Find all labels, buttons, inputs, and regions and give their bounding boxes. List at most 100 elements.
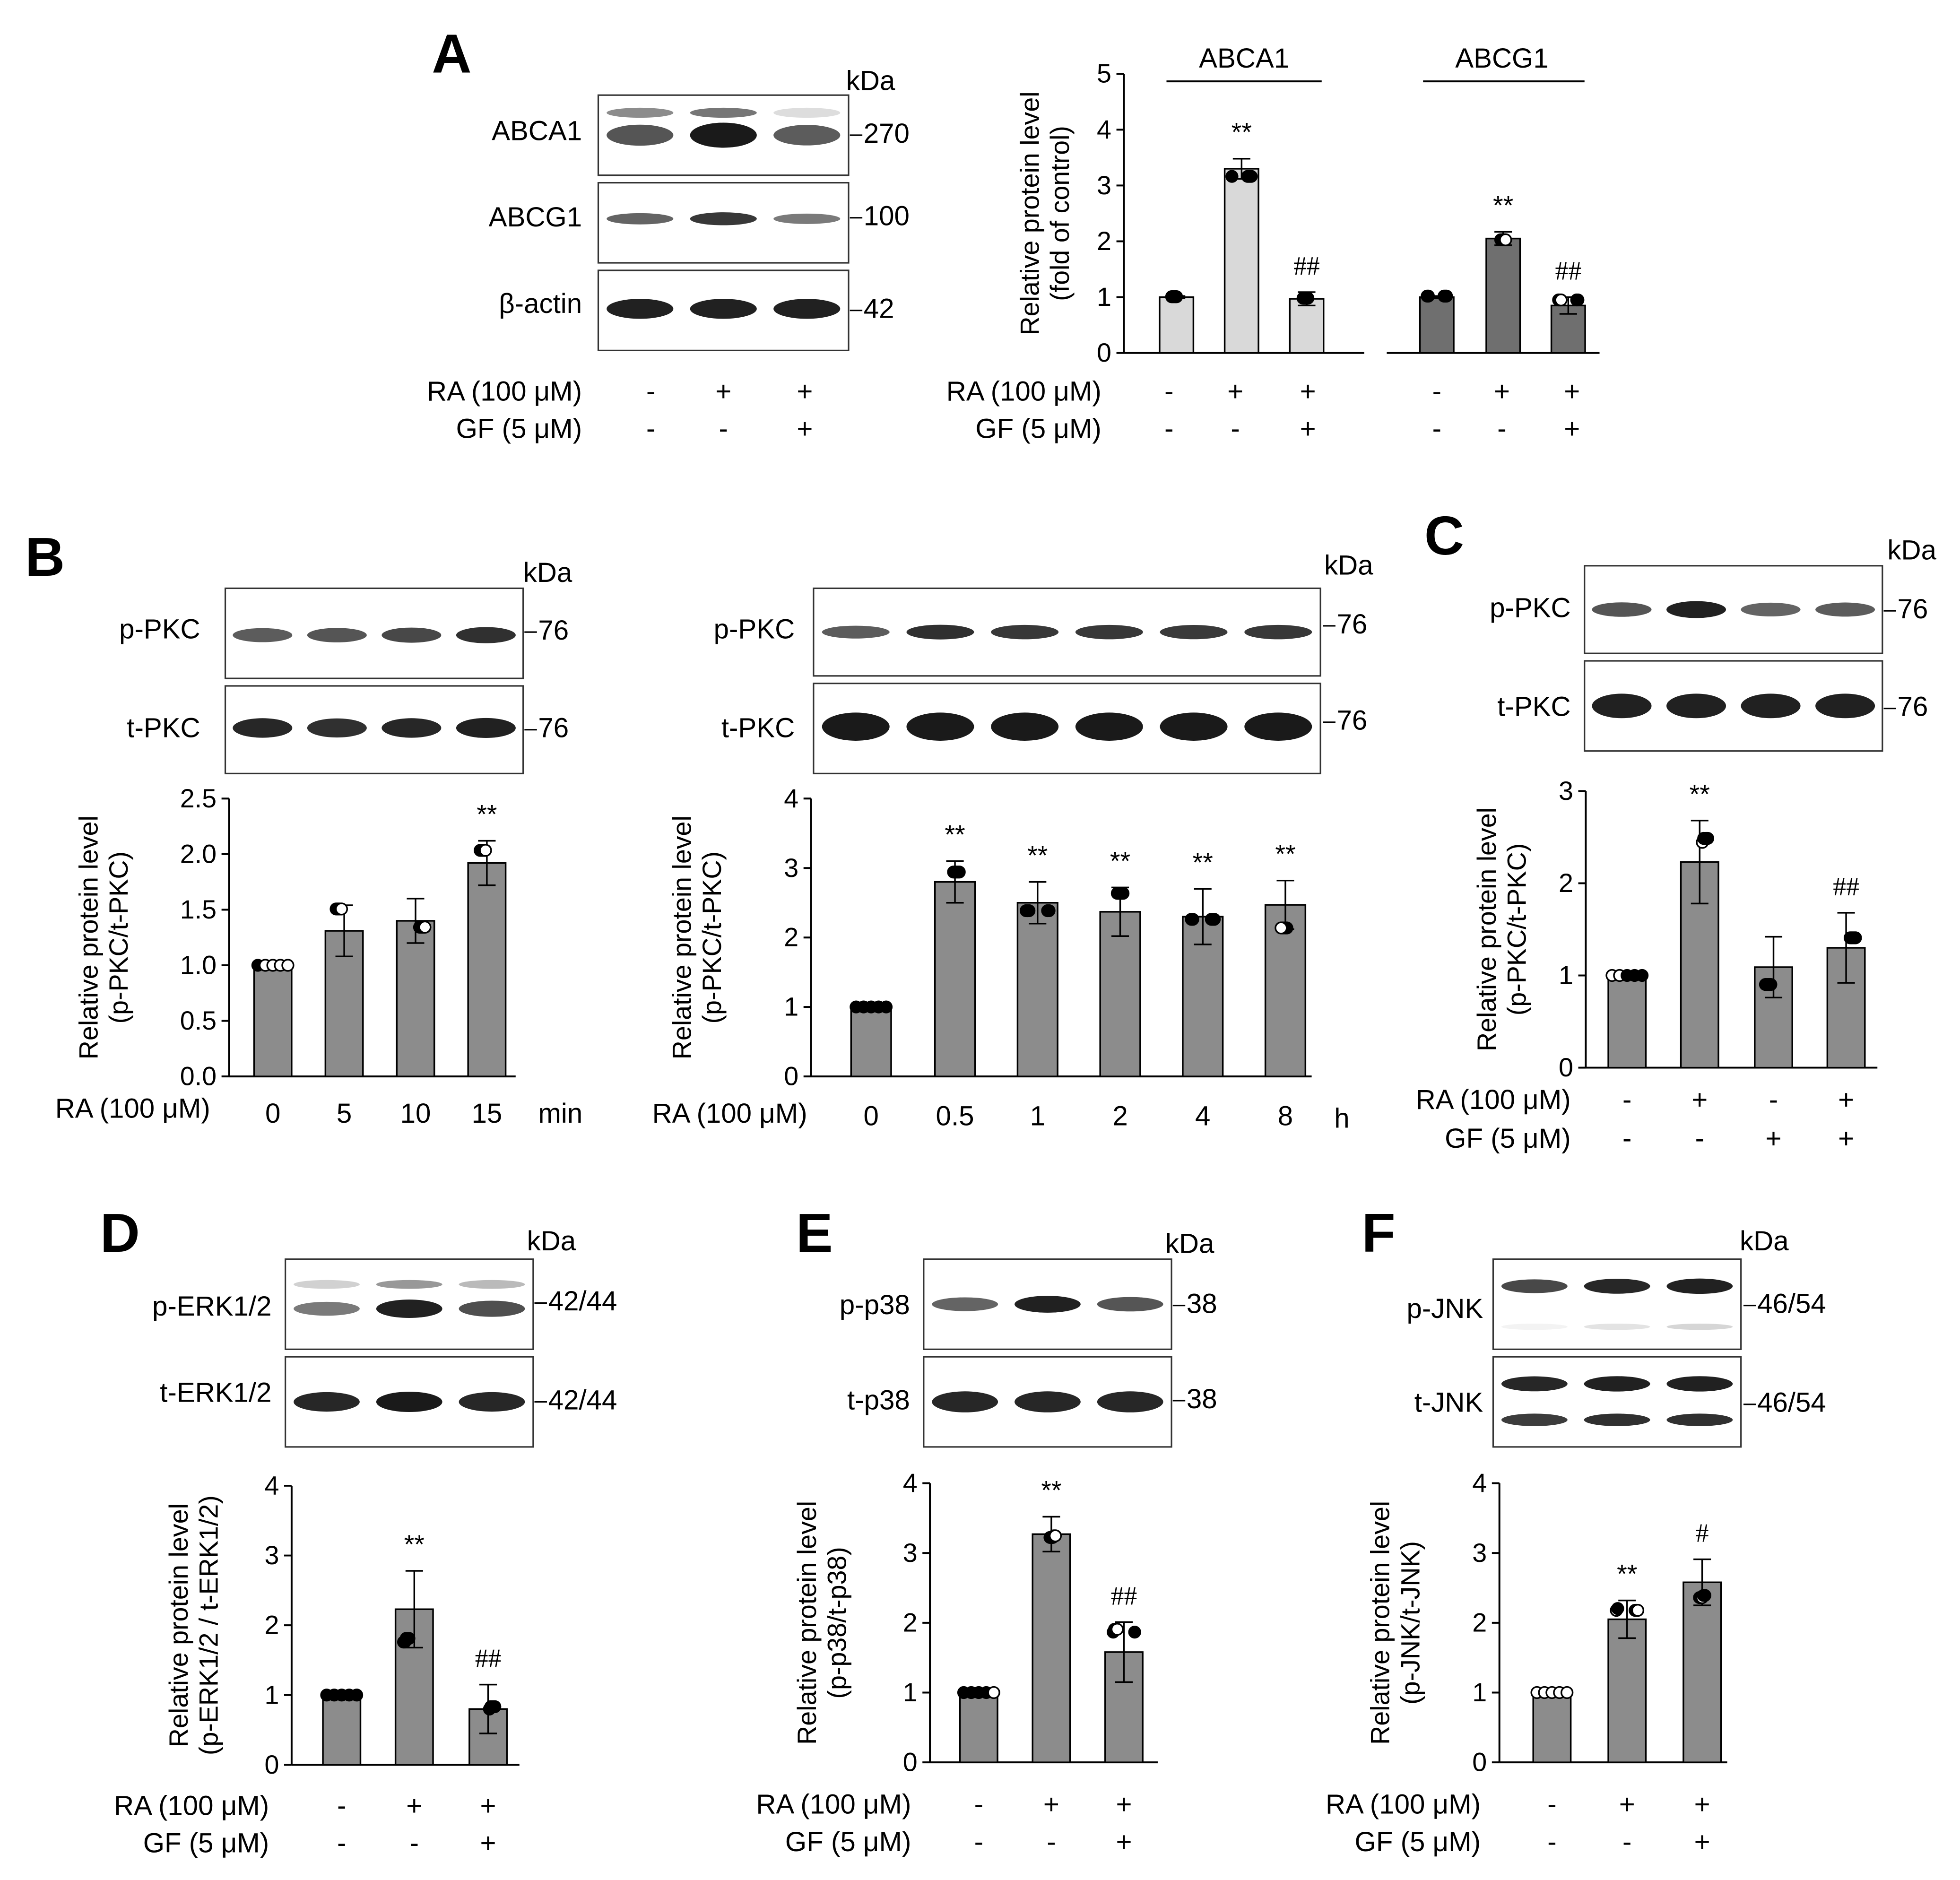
b-right-ppkc-blot bbox=[813, 587, 1321, 677]
y-tick-label: 4 bbox=[264, 1471, 279, 1500]
e-pp38-blot bbox=[923, 1258, 1172, 1350]
gf-sign: + bbox=[1116, 1827, 1132, 1857]
protein-band bbox=[1244, 712, 1312, 741]
ra-sign: + bbox=[1227, 376, 1243, 407]
bar-chart-B-left: 0.0 0.5 1.0 1.5 2.0 2.5 Relative protein level… bbox=[74, 784, 516, 1091]
ra-treatment-label: RA (100 μM) bbox=[1416, 1084, 1571, 1115]
group-label: ABCG1 bbox=[1455, 43, 1548, 74]
ra-sign: + bbox=[480, 1790, 496, 1821]
y-axis-title: Relative protein level bbox=[667, 815, 696, 1059]
ra-sign: + bbox=[1494, 376, 1510, 407]
significance-label: ** bbox=[1493, 191, 1513, 220]
significance-label: ** bbox=[1193, 848, 1213, 877]
bar bbox=[1607, 1618, 1647, 1763]
data-point bbox=[1049, 1529, 1062, 1542]
ra-treatment-label: RA (100 μM) bbox=[946, 376, 1101, 407]
bar bbox=[1419, 296, 1455, 354]
y-axis-title: (p-JNK/t-JNK) bbox=[1396, 1541, 1425, 1705]
x-unit-label: min bbox=[538, 1098, 582, 1129]
gf-sign: - bbox=[1622, 1827, 1631, 1857]
gf-treatment-label: GF (5 μM) bbox=[143, 1828, 269, 1859]
protein-band bbox=[773, 299, 841, 319]
protein-band bbox=[1160, 712, 1228, 741]
ra-sign: + bbox=[406, 1790, 422, 1821]
blot-label: p-PKC bbox=[1490, 592, 1571, 623]
bar bbox=[934, 881, 976, 1077]
data-point bbox=[1170, 290, 1183, 303]
gf-sign: - bbox=[646, 414, 655, 444]
y-tick-label: 4 bbox=[1097, 115, 1111, 144]
protein-band bbox=[1584, 1278, 1650, 1294]
protein-band bbox=[991, 624, 1059, 640]
y-tick-label: 4 bbox=[903, 1468, 918, 1498]
data-point bbox=[1701, 832, 1714, 845]
data-point bbox=[479, 844, 492, 857]
y-tick-label: 1 bbox=[1097, 282, 1111, 312]
protein-band bbox=[456, 627, 516, 643]
x-tick-label: 1 bbox=[1030, 1100, 1045, 1131]
gf-sign: - bbox=[1231, 414, 1240, 444]
y-tick-label: 1 bbox=[1559, 961, 1573, 990]
kda-label: kDa bbox=[1165, 1228, 1214, 1259]
significance-label: ## bbox=[475, 1644, 502, 1673]
y-tick-label: 3 bbox=[903, 1538, 918, 1568]
y-axis-title: Relative protein level bbox=[164, 1503, 193, 1747]
bar bbox=[467, 862, 507, 1077]
mw-label: 38 bbox=[1187, 1384, 1217, 1414]
y-tick-label: 0 bbox=[264, 1750, 279, 1779]
protein-band bbox=[1015, 1296, 1081, 1313]
blot-label: β-actin bbox=[499, 288, 582, 319]
bar bbox=[1607, 974, 1647, 1069]
blot-label: ABCA1 bbox=[492, 116, 582, 147]
blot-label: p-PKC bbox=[714, 614, 795, 644]
x-tick-label: 0 bbox=[265, 1098, 280, 1129]
mw-label: 76 bbox=[1337, 705, 1368, 736]
panel-letter-A: A bbox=[432, 23, 471, 85]
protein-band bbox=[822, 712, 890, 741]
blot-label: ABCG1 bbox=[489, 202, 582, 233]
ra-sign: - bbox=[1547, 1789, 1556, 1820]
data-point bbox=[1128, 1626, 1141, 1639]
y-axis-title: (fold of control) bbox=[1045, 126, 1075, 301]
significance-label: ** bbox=[1690, 780, 1710, 809]
gf-treatment-label: GF (5 μM) bbox=[785, 1827, 911, 1857]
d-perk-blot bbox=[285, 1258, 534, 1350]
kda-label: kDa bbox=[527, 1226, 576, 1256]
protein-band bbox=[459, 1392, 525, 1412]
mw-label: 76 bbox=[538, 713, 569, 744]
data-point bbox=[1440, 289, 1453, 303]
protein-band bbox=[382, 627, 442, 643]
mw-label: 46/54 bbox=[1757, 1289, 1826, 1319]
blot-label: p-PKC bbox=[119, 614, 200, 644]
protein-band bbox=[773, 125, 841, 146]
y-tick-label: 0 bbox=[1097, 338, 1111, 367]
mw-label: 76 bbox=[538, 615, 569, 646]
c-ppkc-blot bbox=[1584, 565, 1883, 654]
ra-sign: + bbox=[715, 376, 731, 407]
significance-label: ** bbox=[1110, 846, 1130, 875]
protein-band bbox=[233, 628, 293, 642]
protein-band bbox=[1666, 1324, 1733, 1330]
ra-sign: + bbox=[1300, 376, 1316, 407]
protein-band bbox=[1666, 1278, 1733, 1294]
protein-band bbox=[1501, 1279, 1568, 1293]
protein-band bbox=[294, 1392, 360, 1412]
y-tick-label: 2 bbox=[1559, 868, 1573, 898]
abca1-blot bbox=[597, 94, 850, 176]
data-point bbox=[335, 902, 348, 916]
ra-sign: + bbox=[1043, 1789, 1059, 1820]
ra-sign: - bbox=[1622, 1084, 1631, 1115]
gf-sign: - bbox=[974, 1827, 983, 1857]
gf-sign: + bbox=[1300, 414, 1316, 444]
ra-sign: - bbox=[974, 1789, 983, 1820]
protein-band bbox=[1592, 693, 1652, 719]
data-point bbox=[1245, 170, 1258, 183]
mw-label: 42 bbox=[864, 294, 894, 324]
protein-band bbox=[1815, 693, 1875, 719]
gf-treatment-label: GF (5 μM) bbox=[1445, 1123, 1570, 1154]
mw-label: 42/44 bbox=[548, 1385, 617, 1415]
significance-label: ## bbox=[1555, 257, 1582, 286]
protein-band bbox=[1741, 602, 1801, 617]
mw-label: 76 bbox=[1898, 594, 1928, 624]
protein-band bbox=[1584, 1324, 1650, 1330]
